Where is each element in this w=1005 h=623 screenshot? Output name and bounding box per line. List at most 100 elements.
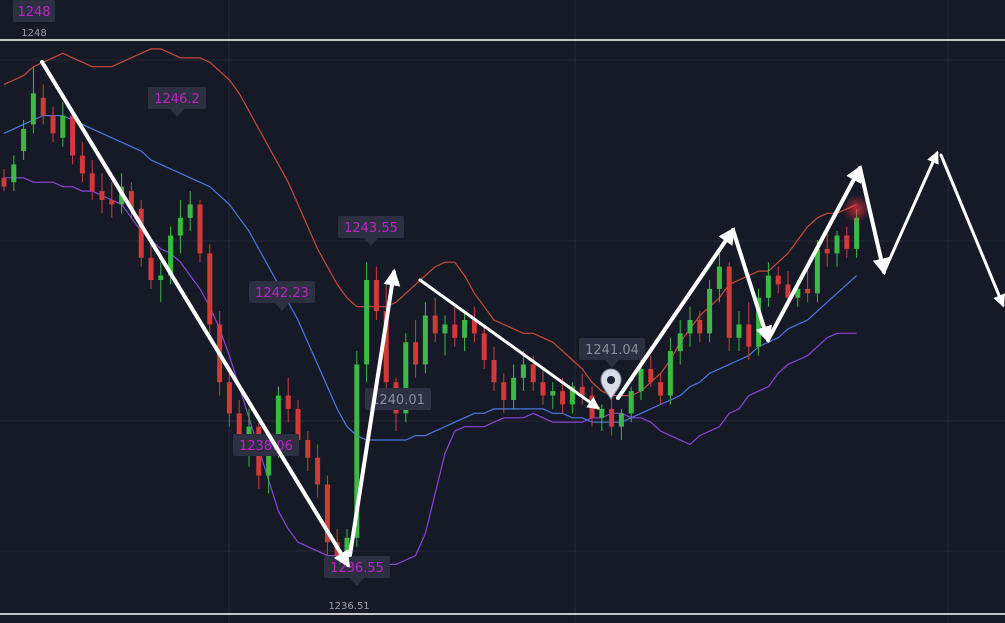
- candle-body: [814, 248, 820, 294]
- last-candle-glow: [842, 194, 871, 223]
- level-label: 1236.51: [328, 601, 369, 612]
- candle-body: [462, 320, 468, 338]
- candle-body: [315, 457, 321, 485]
- candle-body: [550, 391, 556, 396]
- candle-body: [30, 93, 36, 125]
- candle-body: [765, 275, 771, 298]
- price-marker-box: [233, 434, 299, 456]
- candle-body: [579, 386, 585, 396]
- drawn-arrow: [616, 227, 735, 400]
- candle-body: [520, 364, 526, 378]
- candle-body: [207, 253, 213, 325]
- candle-body: [736, 324, 742, 338]
- candle-body: [609, 408, 615, 427]
- price-marker-label: 1241.04: [585, 343, 639, 358]
- drawn-arrows: [40, 60, 1005, 568]
- candle-body: [60, 115, 66, 138]
- candle-body: [246, 426, 252, 436]
- price-marker-pointer: [170, 109, 184, 117]
- drawn-arrow: [731, 228, 772, 344]
- drawn-arrow: [939, 153, 1005, 308]
- candle-body: [648, 368, 654, 383]
- candle-body: [442, 324, 448, 334]
- candle-series: [1, 66, 871, 578]
- candle-body: [364, 280, 370, 365]
- pin-hole: [607, 376, 615, 384]
- candle-body: [383, 311, 389, 383]
- candle-body: [775, 275, 781, 285]
- candle-body: [628, 391, 634, 414]
- candle-body: [844, 235, 850, 249]
- candle-body: [560, 391, 566, 405]
- candle-body: [158, 275, 164, 280]
- price-marker-label: 1238.06: [239, 439, 293, 454]
- candle-body: [726, 266, 732, 338]
- candle-body: [618, 413, 624, 427]
- candle-body: [177, 217, 183, 236]
- candle-body: [40, 97, 46, 116]
- price-marker: 1242.23: [249, 281, 315, 311]
- drawn-arrow: [40, 60, 350, 568]
- price-marker-pointer: [275, 303, 289, 311]
- candle-body: [295, 408, 301, 440]
- candle-body: [285, 395, 291, 409]
- candle-body: [854, 217, 860, 249]
- price-marker-box: [148, 87, 206, 109]
- price-marker-label: 1242.23: [255, 286, 309, 301]
- candle-body: [79, 155, 85, 174]
- price-marker: 1238.06: [233, 434, 299, 456]
- candle-body: [746, 324, 752, 347]
- price-marker-box: [579, 338, 645, 360]
- candle-body: [530, 364, 536, 383]
- price-marker-label: 1243.55: [344, 221, 398, 236]
- price-marker-label: 1240.01: [371, 393, 425, 408]
- candle-body: [677, 333, 683, 352]
- price-marker-box: [365, 388, 431, 410]
- price-markers: 1248 1246.2 1243.55 1242.23 1240.01 1238.06 12…: [13, 0, 645, 586]
- candle-body: [138, 208, 144, 258]
- candle-body: [413, 342, 419, 365]
- candle-body: [785, 284, 791, 298]
- candle-body: [432, 315, 438, 334]
- candle-body: [491, 360, 497, 383]
- candle-body: [687, 320, 693, 334]
- candle-body: [11, 164, 17, 183]
- level-label: 1248: [21, 28, 46, 39]
- candle-body: [667, 351, 673, 396]
- price-marker-pointer: [350, 578, 364, 586]
- candle-body: [707, 288, 713, 334]
- price-marker-box: [13, 0, 55, 22]
- price-marker: 1243.55: [338, 216, 404, 246]
- candle-body: [638, 368, 644, 392]
- location-pin-icon: [600, 368, 622, 400]
- candle-body: [569, 386, 575, 405]
- price-marker: 1241.04: [579, 338, 645, 368]
- candle-body: [756, 297, 762, 347]
- candle-body: [471, 320, 477, 334]
- candle-body: [795, 288, 801, 298]
- price-marker: 1246.2: [148, 87, 206, 117]
- candle-body: [226, 382, 232, 414]
- candle-body: [50, 115, 56, 134]
- candle-body: [187, 204, 193, 218]
- candle-body: [1, 177, 7, 187]
- candle-body: [236, 413, 242, 436]
- candle-body: [697, 320, 703, 334]
- candle-body: [511, 377, 517, 400]
- price-marker-box: [338, 216, 404, 238]
- candle-body: [128, 191, 134, 209]
- candle-body: [266, 448, 272, 476]
- candle-body: [481, 333, 487, 360]
- candle-body: [658, 382, 664, 396]
- candle-body: [403, 342, 409, 414]
- candle-body: [70, 115, 76, 156]
- candle-body: [834, 235, 840, 254]
- price-marker: 1248: [13, 0, 55, 22]
- candle-body: [805, 288, 811, 294]
- price-marker-label: 1246.2: [154, 92, 200, 107]
- candle-body: [99, 191, 105, 200]
- drawn-arrow: [882, 150, 939, 274]
- candle-body: [89, 173, 95, 192]
